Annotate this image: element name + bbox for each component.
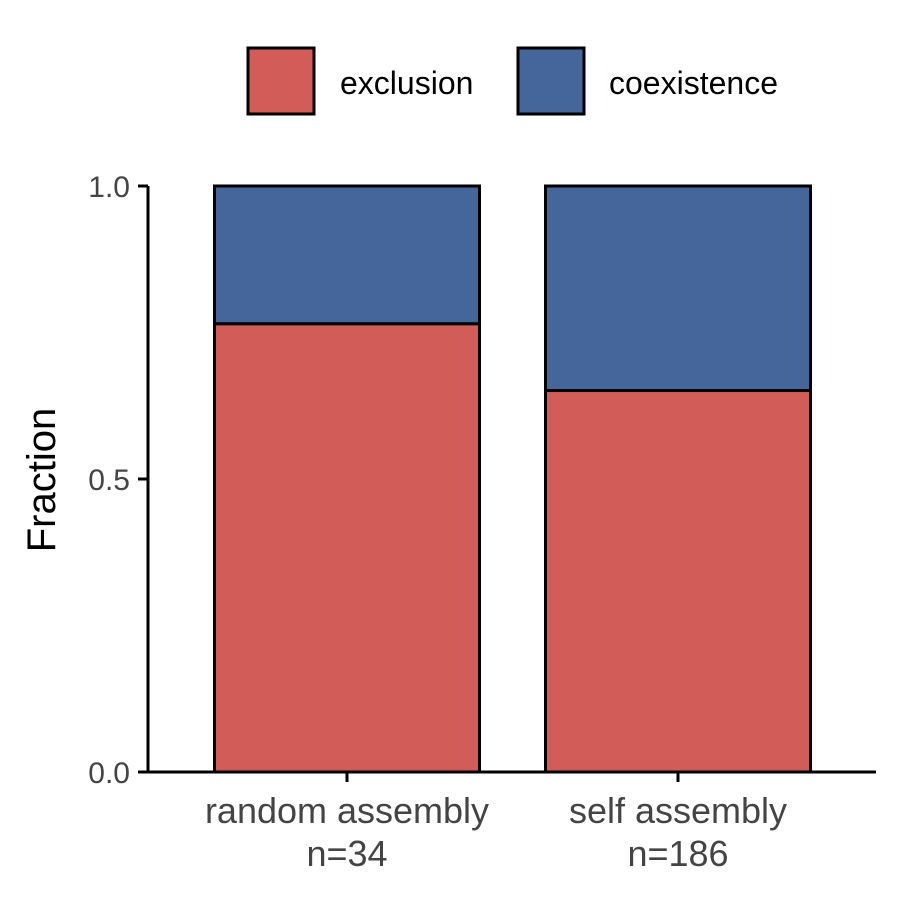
legend-key-coexistence [516,46,586,116]
legend-key-exclusion [246,46,316,116]
x-tick-label-line: n=34 [306,833,387,874]
y-tick-label: 0.5 [88,464,130,497]
x-tick-label-line: random assembly [205,790,489,831]
x-tick-label-line: n=186 [627,833,728,874]
axes: 0.0 0.5 1.0 random assembly n=34 self assembl… [88,171,876,874]
x-tick-label: random assembly n=34 [205,790,489,874]
bar-coexistence-2 [544,184,812,393]
bar-exclusion-2 [544,389,812,774]
legend-label-exclusion: exclusion [340,65,473,101]
bars [213,184,812,774]
legend-label-coexistence: coexistence [609,65,778,101]
y-tick-label: 1.0 [88,171,130,204]
legend: exclusion coexistence [246,46,778,116]
bar-coexistence-1 [213,184,481,326]
y-axis-title: Fraction [20,408,64,553]
bar-exclusion-1 [213,322,481,774]
y-tick-label: 0.0 [88,757,130,790]
x-tick-label: self assembly n=186 [569,790,787,874]
x-tick-label-line: self assembly [569,790,787,831]
